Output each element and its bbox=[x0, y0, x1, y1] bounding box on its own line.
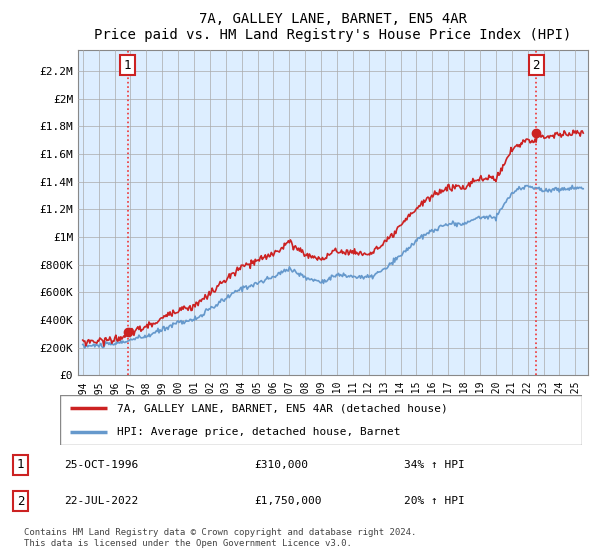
Text: 25-OCT-1996: 25-OCT-1996 bbox=[64, 460, 138, 470]
Text: 1: 1 bbox=[17, 458, 25, 472]
Text: 1: 1 bbox=[124, 58, 131, 72]
Text: HPI: Average price, detached house, Barnet: HPI: Average price, detached house, Barn… bbox=[118, 427, 401, 437]
Text: 7A, GALLEY LANE, BARNET, EN5 4AR (detached house): 7A, GALLEY LANE, BARNET, EN5 4AR (detach… bbox=[118, 403, 448, 413]
Text: 22-JUL-2022: 22-JUL-2022 bbox=[64, 496, 138, 506]
Text: 2: 2 bbox=[533, 58, 540, 72]
Text: £310,000: £310,000 bbox=[254, 460, 308, 470]
Text: £1,750,000: £1,750,000 bbox=[254, 496, 322, 506]
Text: 2: 2 bbox=[17, 494, 25, 508]
Title: 7A, GALLEY LANE, BARNET, EN5 4AR
Price paid vs. HM Land Registry's House Price I: 7A, GALLEY LANE, BARNET, EN5 4AR Price p… bbox=[94, 12, 572, 43]
Text: Contains HM Land Registry data © Crown copyright and database right 2024.
This d: Contains HM Land Registry data © Crown c… bbox=[23, 528, 416, 548]
FancyBboxPatch shape bbox=[60, 395, 582, 445]
Text: 34% ↑ HPI: 34% ↑ HPI bbox=[404, 460, 464, 470]
Text: 20% ↑ HPI: 20% ↑ HPI bbox=[404, 496, 464, 506]
